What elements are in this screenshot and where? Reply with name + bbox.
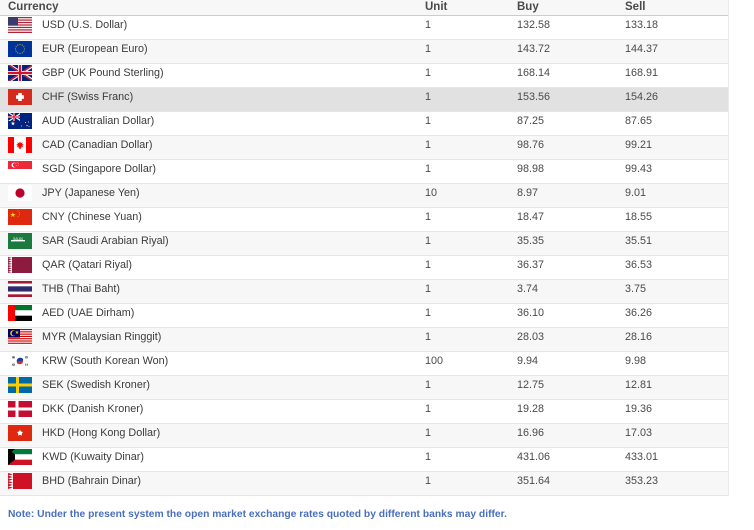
svg-text:SAUDI: SAUDI: [13, 237, 23, 241]
